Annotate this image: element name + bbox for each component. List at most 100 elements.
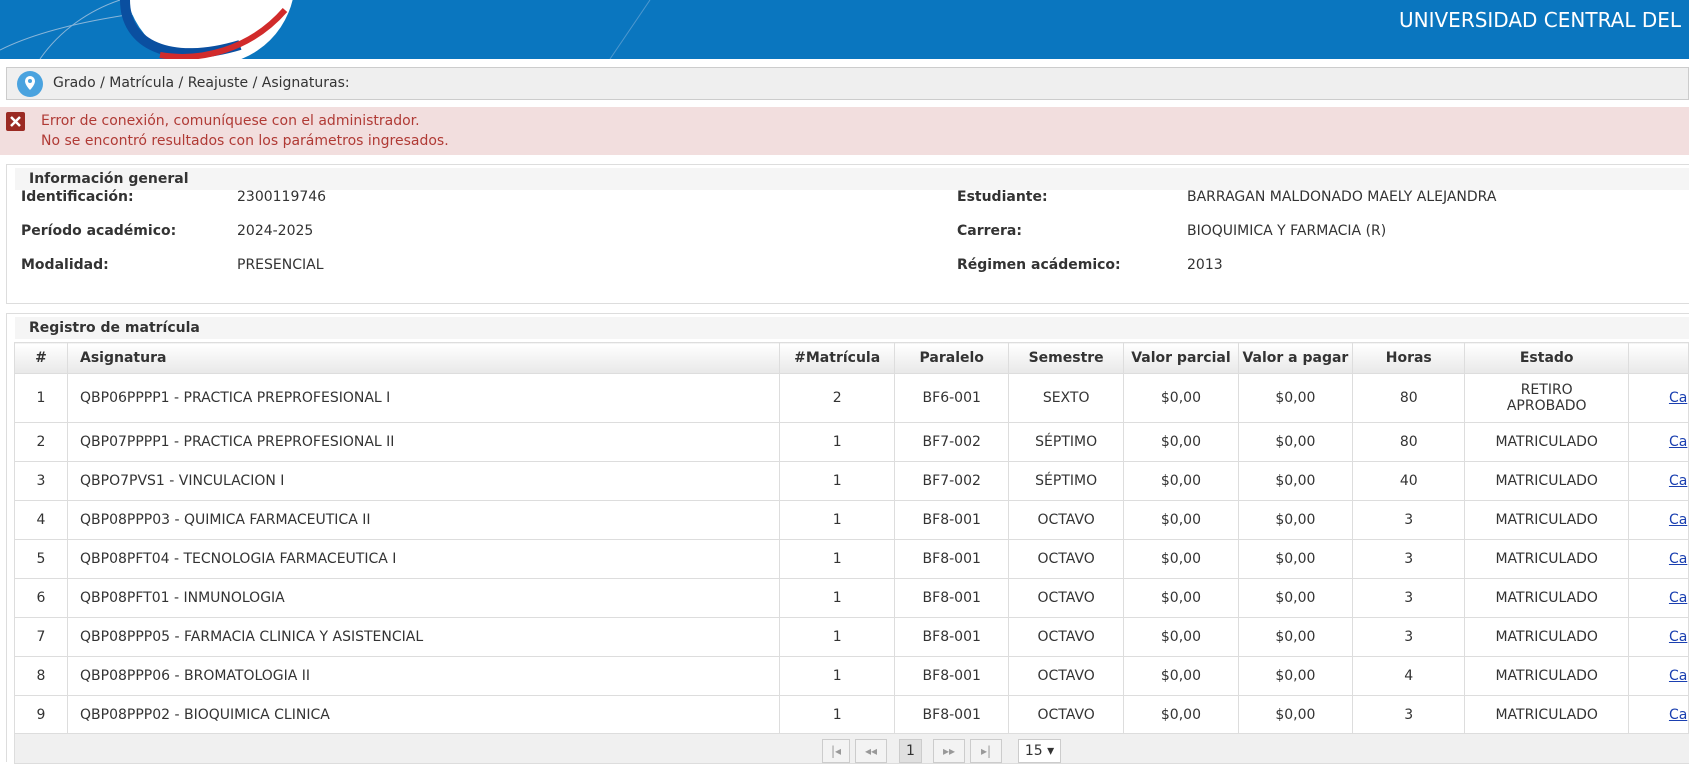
table-cell: 3 [1352,617,1466,657]
table-cell: 1 [779,422,896,462]
table-cell: $0,00 [1123,461,1239,501]
table-cell: QBP08PFT04 - TECNOLOGIA FARMACEUTICA I [67,539,781,579]
table-cell: $0,00 [1237,695,1354,735]
table-cell: $0,00 [1237,656,1354,696]
pager-bar [14,733,1689,764]
column-header: #Matrícula [779,342,896,374]
table-cell: 1 [779,578,896,618]
field-label: Carrera: [957,223,1022,239]
action-link[interactable]: Ca [1668,668,1688,684]
error-alert: Error de conexión, comuníquese con el ad… [0,107,1689,155]
table-cell: 5 [13,539,69,579]
alert-message: Error de conexión, comuníquese con el ad… [41,113,420,129]
table-cell: 6 [13,578,69,618]
table-cell: BF7-002 [894,422,1010,462]
table-row: 2 QBP07PPPP1 - PRACTICA PREPROFESIONAL II… [13,422,1689,462]
table-cell: OCTAVO [1008,539,1125,579]
table-cell: OCTAVO [1008,695,1125,735]
table-cell: SÉPTIMO [1008,461,1125,501]
table-cell: 3 [1352,578,1466,618]
first-page[interactable]: |◂ [822,739,850,763]
table-cell: RETIRO APROBADO [1464,373,1629,423]
table-cell: BF8-001 [894,500,1010,540]
table-cell: QBP08PPP03 - QUIMICA FARMACEUTICA II [67,500,781,540]
table-cell: BF7-002 [894,461,1010,501]
table-cell: $0,00 [1237,461,1354,501]
table-cell: $0,00 [1123,500,1239,540]
table-cell: 2 [13,422,69,462]
action-link[interactable]: Ca [1668,473,1688,489]
column-header: Valor a pagar [1237,342,1354,374]
action-link[interactable]: Ca [1668,512,1688,528]
table-row: 9 QBP08PPP02 - BIOQUIMICA CLINICA 1 BF8-001… [13,695,1689,735]
table-cell: OCTAVO [1008,500,1125,540]
table-cell: $0,00 [1237,539,1354,579]
table-cell: QBP07PPPP1 - PRACTICA PREPROFESIONAL II [67,422,781,462]
table-cell: 4 [13,500,69,540]
table-cell: 3 [1352,695,1466,735]
action-link[interactable]: Ca [1668,590,1688,606]
table-cell: OCTAVO [1008,656,1125,696]
table-row: 6 QBP08PFT01 - INMUNOLOGIA 1 BF8-001 OCTAVO $… [13,578,1689,618]
next-page[interactable]: ▸▸ [933,739,965,763]
field-value: BIOQUIMICA Y FARMACIA (R) [1187,223,1387,239]
prev-page[interactable]: ◂◂ [855,739,887,763]
alert-message: No se encontró resultados con los paráme… [41,133,449,149]
table-cell: $0,00 [1123,539,1239,579]
action-link[interactable]: Ca [1668,629,1688,645]
table-cell: BF8-001 [894,656,1010,696]
table-cell: 3 [1352,500,1466,540]
column-header [1627,342,1689,374]
field-label: Régimen acádemico: [957,257,1121,273]
table-cell: 80 [1352,422,1466,462]
field-label: Estudiante: [957,189,1048,205]
action-link[interactable]: Ca [1668,390,1688,406]
action-cell: Ca [1627,617,1689,657]
table-cell: 7 [13,617,69,657]
header-row: # Asignatura #Matrícula Paralelo Semestre Val… [13,342,1689,374]
table-cell: 1 [779,656,896,696]
table-cell: $0,00 [1237,422,1354,462]
action-cell: Ca [1627,539,1689,579]
column-header: Estado [1464,342,1629,374]
info-panel: Información general Identificación: 23001… [6,164,1689,304]
column-header: # [13,342,69,374]
last-page[interactable]: ▸| [970,739,1002,763]
current-page[interactable]: 1 [899,739,922,763]
table-cell: $0,00 [1123,578,1239,618]
table-cell: 1 [13,373,69,423]
field-value: 2013 [1187,257,1223,273]
action-cell: Ca [1627,578,1689,618]
field-label: Período académico: [21,223,177,239]
table-cell: MATRICULADO [1464,578,1629,618]
action-link[interactable]: Ca [1668,707,1688,723]
field-value: 2024-2025 [237,223,314,239]
table-cell: 80 [1352,373,1466,423]
column-header: Horas [1352,342,1466,374]
table-cell: BF8-001 [894,539,1010,579]
breadcrumb: Grado / Matrícula / Reajuste / Asignatur… [53,75,350,91]
field-value: BARRAGAN MALDONADO MAELY ALEJANDRA [1187,189,1497,205]
table-cell: BF8-001 [894,695,1010,735]
table-row: 3 QBPO7PVS1 - VINCULACION I 1 BF7-002 SÉPTIM… [13,461,1689,501]
table-cell: $0,00 [1123,656,1239,696]
header-title: UNIVERSIDAD CENTRAL DEL E [1399,8,1689,32]
table-cell: $0,00 [1123,617,1239,657]
table-cell: QBP08PPP02 - BIOQUIMICA CLINICA [67,695,781,735]
table-cell: OCTAVO [1008,617,1125,657]
table-cell: $0,00 [1123,373,1239,423]
action-link[interactable]: Ca [1668,551,1688,567]
table-cell: MATRICULADO [1464,539,1629,579]
table-cell: 8 [13,656,69,696]
page-size-select[interactable]: 15 ▾ [1018,739,1061,763]
table-cell: BF8-001 [894,617,1010,657]
column-header: Semestre [1008,342,1125,374]
action-link[interactable]: Ca [1668,434,1688,450]
table-cell: MATRICULADO [1464,656,1629,696]
table-cell: 9 [13,695,69,735]
table-row: 4 QBP08PPP03 - QUIMICA FARMACEUTICA II 1 BF… [13,500,1689,540]
location-icon [17,71,43,97]
table-cell: QBP08PPP06 - BROMATOLOGIA II [67,656,781,696]
action-cell: Ca [1627,500,1689,540]
